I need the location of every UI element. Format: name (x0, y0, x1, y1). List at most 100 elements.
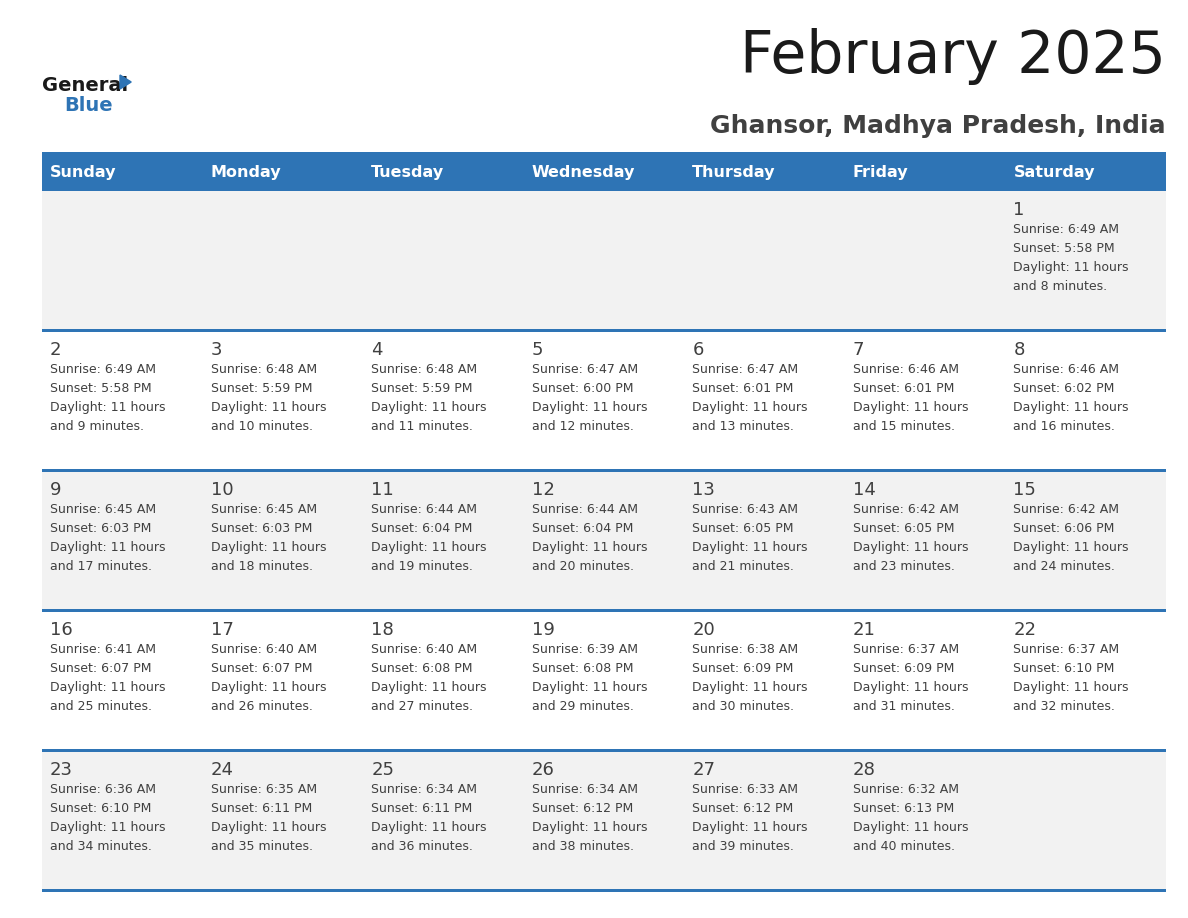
Text: 7: 7 (853, 341, 865, 359)
Text: 6: 6 (693, 341, 703, 359)
Bar (364, 611, 524, 751)
Bar (42, 609, 1165, 612)
Text: Sunrise: 6:47 AM
Sunset: 6:01 PM
Daylight: 11 hours
and 13 minutes.: Sunrise: 6:47 AM Sunset: 6:01 PM Dayligh… (693, 363, 808, 433)
Text: 2: 2 (50, 341, 62, 359)
Bar (524, 611, 684, 751)
Bar (203, 191, 364, 331)
Bar (1005, 155, 1165, 191)
Text: 4: 4 (371, 341, 383, 359)
Text: Sunrise: 6:33 AM
Sunset: 6:12 PM
Daylight: 11 hours
and 39 minutes.: Sunrise: 6:33 AM Sunset: 6:12 PM Dayligh… (693, 783, 808, 853)
Text: 27: 27 (693, 761, 715, 779)
Bar (1005, 611, 1165, 751)
Bar (203, 155, 364, 191)
Text: Sunrise: 6:34 AM
Sunset: 6:11 PM
Daylight: 11 hours
and 36 minutes.: Sunrise: 6:34 AM Sunset: 6:11 PM Dayligh… (371, 783, 487, 853)
Text: Sunrise: 6:48 AM
Sunset: 5:59 PM
Daylight: 11 hours
and 10 minutes.: Sunrise: 6:48 AM Sunset: 5:59 PM Dayligh… (210, 363, 326, 433)
Text: Sunrise: 6:46 AM
Sunset: 6:02 PM
Daylight: 11 hours
and 16 minutes.: Sunrise: 6:46 AM Sunset: 6:02 PM Dayligh… (1013, 363, 1129, 433)
Bar (684, 751, 845, 891)
Text: 26: 26 (532, 761, 555, 779)
Bar (42, 889, 1165, 892)
Text: Sunrise: 6:42 AM
Sunset: 6:06 PM
Daylight: 11 hours
and 24 minutes.: Sunrise: 6:42 AM Sunset: 6:06 PM Dayligh… (1013, 503, 1129, 573)
Text: Blue: Blue (64, 96, 113, 115)
Text: 22: 22 (1013, 621, 1036, 639)
Text: Sunrise: 6:45 AM
Sunset: 6:03 PM
Daylight: 11 hours
and 18 minutes.: Sunrise: 6:45 AM Sunset: 6:03 PM Dayligh… (210, 503, 326, 573)
Bar (364, 155, 524, 191)
Text: 15: 15 (1013, 481, 1036, 499)
Bar (42, 471, 203, 611)
Text: 21: 21 (853, 621, 876, 639)
Text: Sunrise: 6:49 AM
Sunset: 5:58 PM
Daylight: 11 hours
and 9 minutes.: Sunrise: 6:49 AM Sunset: 5:58 PM Dayligh… (50, 363, 165, 433)
Text: Saturday: Saturday (1013, 165, 1095, 181)
Bar (524, 751, 684, 891)
Text: 12: 12 (532, 481, 555, 499)
Text: 11: 11 (371, 481, 394, 499)
Bar (364, 751, 524, 891)
Text: Sunrise: 6:44 AM
Sunset: 6:04 PM
Daylight: 11 hours
and 20 minutes.: Sunrise: 6:44 AM Sunset: 6:04 PM Dayligh… (532, 503, 647, 573)
Bar (524, 331, 684, 471)
Bar (524, 155, 684, 191)
Text: Sunrise: 6:35 AM
Sunset: 6:11 PM
Daylight: 11 hours
and 35 minutes.: Sunrise: 6:35 AM Sunset: 6:11 PM Dayligh… (210, 783, 326, 853)
Bar (684, 331, 845, 471)
Bar (684, 155, 845, 191)
Text: Sunrise: 6:40 AM
Sunset: 6:07 PM
Daylight: 11 hours
and 26 minutes.: Sunrise: 6:40 AM Sunset: 6:07 PM Dayligh… (210, 643, 326, 713)
Bar (364, 471, 524, 611)
Text: Sunrise: 6:49 AM
Sunset: 5:58 PM
Daylight: 11 hours
and 8 minutes.: Sunrise: 6:49 AM Sunset: 5:58 PM Dayligh… (1013, 223, 1129, 293)
Bar (42, 749, 1165, 752)
Text: Sunrise: 6:46 AM
Sunset: 6:01 PM
Daylight: 11 hours
and 15 minutes.: Sunrise: 6:46 AM Sunset: 6:01 PM Dayligh… (853, 363, 968, 433)
Bar (1005, 191, 1165, 331)
Text: Ghansor, Madhya Pradesh, India: Ghansor, Madhya Pradesh, India (710, 114, 1165, 138)
Bar (42, 611, 203, 751)
Text: 8: 8 (1013, 341, 1025, 359)
Text: Sunday: Sunday (50, 165, 116, 181)
Text: 14: 14 (853, 481, 876, 499)
Text: 19: 19 (532, 621, 555, 639)
Bar (42, 469, 1165, 472)
Text: 13: 13 (693, 481, 715, 499)
Bar (42, 329, 1165, 332)
Bar (42, 191, 203, 331)
Bar (203, 331, 364, 471)
Text: Sunrise: 6:43 AM
Sunset: 6:05 PM
Daylight: 11 hours
and 21 minutes.: Sunrise: 6:43 AM Sunset: 6:05 PM Dayligh… (693, 503, 808, 573)
Text: Sunrise: 6:38 AM
Sunset: 6:09 PM
Daylight: 11 hours
and 30 minutes.: Sunrise: 6:38 AM Sunset: 6:09 PM Dayligh… (693, 643, 808, 713)
Text: Sunrise: 6:48 AM
Sunset: 5:59 PM
Daylight: 11 hours
and 11 minutes.: Sunrise: 6:48 AM Sunset: 5:59 PM Dayligh… (371, 363, 487, 433)
Bar (42, 331, 203, 471)
Text: 5: 5 (532, 341, 543, 359)
Text: 1: 1 (1013, 201, 1025, 219)
Text: 16: 16 (50, 621, 72, 639)
Bar (364, 331, 524, 471)
Text: 18: 18 (371, 621, 394, 639)
Text: Monday: Monday (210, 165, 282, 181)
Text: Tuesday: Tuesday (371, 165, 444, 181)
Text: Sunrise: 6:34 AM
Sunset: 6:12 PM
Daylight: 11 hours
and 38 minutes.: Sunrise: 6:34 AM Sunset: 6:12 PM Dayligh… (532, 783, 647, 853)
Bar (845, 471, 1005, 611)
Text: Sunrise: 6:42 AM
Sunset: 6:05 PM
Daylight: 11 hours
and 23 minutes.: Sunrise: 6:42 AM Sunset: 6:05 PM Dayligh… (853, 503, 968, 573)
Text: 23: 23 (50, 761, 72, 779)
Bar (845, 751, 1005, 891)
Bar (845, 155, 1005, 191)
Bar (684, 611, 845, 751)
Text: 3: 3 (210, 341, 222, 359)
Bar (845, 611, 1005, 751)
Bar (203, 471, 364, 611)
Bar (1005, 471, 1165, 611)
Bar (684, 191, 845, 331)
Bar (42, 152, 1165, 155)
Bar (203, 751, 364, 891)
Bar (845, 331, 1005, 471)
Bar (524, 191, 684, 331)
Text: Sunrise: 6:45 AM
Sunset: 6:03 PM
Daylight: 11 hours
and 17 minutes.: Sunrise: 6:45 AM Sunset: 6:03 PM Dayligh… (50, 503, 165, 573)
Bar (42, 155, 203, 191)
Text: 28: 28 (853, 761, 876, 779)
Bar (1005, 331, 1165, 471)
Bar (42, 889, 1165, 892)
Text: Friday: Friday (853, 165, 909, 181)
Bar (1005, 751, 1165, 891)
Bar (684, 471, 845, 611)
Text: Sunrise: 6:37 AM
Sunset: 6:10 PM
Daylight: 11 hours
and 32 minutes.: Sunrise: 6:37 AM Sunset: 6:10 PM Dayligh… (1013, 643, 1129, 713)
Text: 20: 20 (693, 621, 715, 639)
Text: February 2025: February 2025 (740, 28, 1165, 85)
Text: Sunrise: 6:32 AM
Sunset: 6:13 PM
Daylight: 11 hours
and 40 minutes.: Sunrise: 6:32 AM Sunset: 6:13 PM Dayligh… (853, 783, 968, 853)
Text: General: General (42, 76, 128, 95)
Text: Wednesday: Wednesday (532, 165, 636, 181)
Text: Sunrise: 6:39 AM
Sunset: 6:08 PM
Daylight: 11 hours
and 29 minutes.: Sunrise: 6:39 AM Sunset: 6:08 PM Dayligh… (532, 643, 647, 713)
Text: Sunrise: 6:36 AM
Sunset: 6:10 PM
Daylight: 11 hours
and 34 minutes.: Sunrise: 6:36 AM Sunset: 6:10 PM Dayligh… (50, 783, 165, 853)
